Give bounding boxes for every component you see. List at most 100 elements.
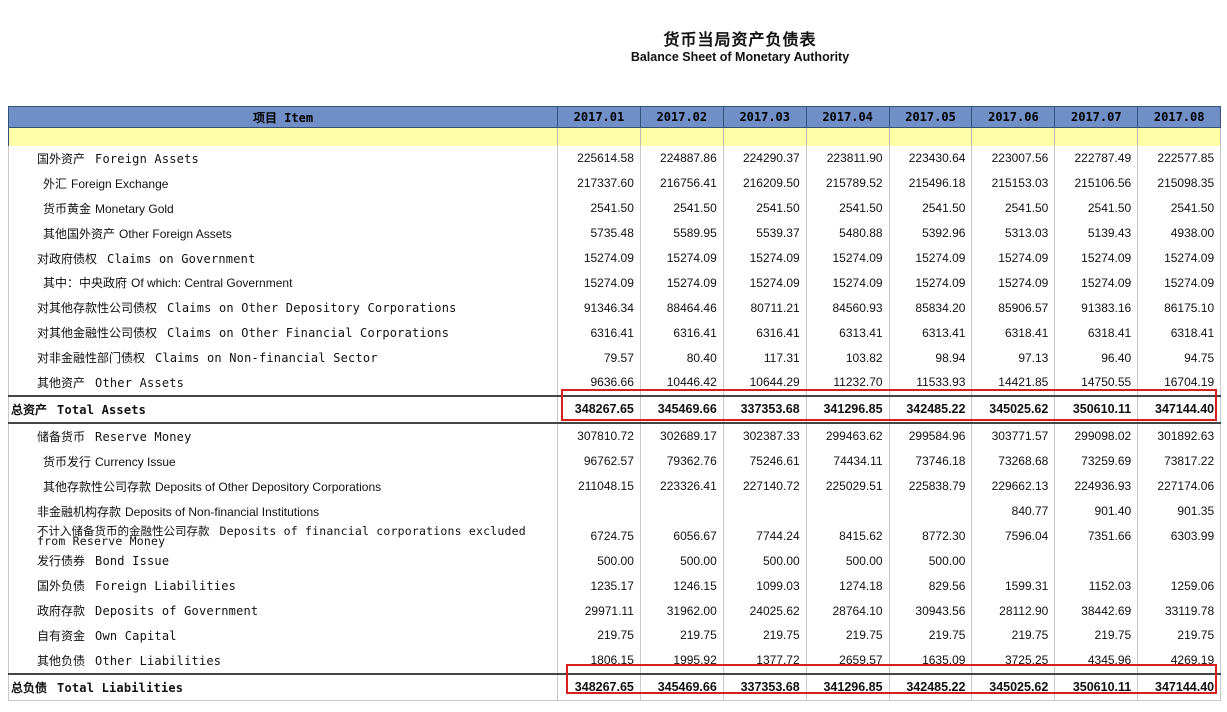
- value-cell: 215153.03: [971, 170, 1056, 196]
- value-cell: 299463.62: [805, 421, 890, 449]
- table-row: 其他资产 Other Assets 9636.66 10446.42 10644.29 1…: [8, 370, 1222, 396]
- value-cell: 6303.99: [1137, 523, 1222, 549]
- row-label-en: Deposits of Government: [95, 604, 259, 619]
- value-cell: 1246.15: [639, 573, 724, 599]
- value-cell: 73268.68: [971, 448, 1056, 474]
- row-label-en: Foreign Exchange: [71, 176, 169, 191]
- row-label: 其他存款性公司存款 Deposits of Other Depository Co…: [8, 473, 558, 499]
- header-period: 2017.02: [639, 106, 724, 128]
- value-cell: 219.75: [557, 623, 641, 648]
- value-cell: 5480.88: [805, 220, 890, 246]
- value-cell: 1274.18: [805, 573, 890, 599]
- row-label-en: Of which: Central Government: [131, 276, 293, 291]
- row-label-zh: 对其他存款性公司债权: [37, 301, 158, 316]
- value-cell: 6313.41: [888, 320, 973, 346]
- value-cell: 224290.37: [722, 146, 807, 171]
- row-label: 外汇 Foreign Exchange: [8, 170, 558, 196]
- row-label: 货币黄金 Monetary Gold: [8, 195, 558, 221]
- value-cell: 4938.00: [1137, 220, 1222, 246]
- value-cell: 215496.18: [888, 170, 973, 196]
- value-cell: 1635.09: [888, 647, 973, 674]
- total-row: 总负债 Total Liabilities 348267.65 345469.66 33…: [8, 672, 1222, 701]
- table-row: 其中：中央政府 Of which: Central Government 15274…: [8, 270, 1222, 296]
- value-cell: 98.94: [888, 345, 973, 371]
- value-cell: 88464.46: [639, 295, 724, 321]
- value-cell: 219.75: [639, 623, 724, 648]
- row-label-en: Deposits of Other Depository Corporation…: [155, 479, 382, 494]
- value-cell: 7596.04: [971, 523, 1056, 549]
- header-row: 项目 Item 2017.01 2017.02 2017.03 2017.04 …: [8, 106, 1222, 128]
- row-label: 对其他金融性公司债权 Claims on Other Financial Corp…: [8, 320, 558, 346]
- value-cell: 337353.68: [722, 672, 807, 701]
- value-cell: 500.00: [557, 548, 641, 574]
- row-label-zh: 发行债券: [37, 554, 86, 569]
- value-cell: 219.75: [888, 623, 973, 648]
- value-cell: 2541.50: [557, 195, 641, 221]
- value-cell: 16704.19: [1137, 370, 1222, 396]
- value-cell: 4345.96: [1054, 647, 1139, 674]
- row-label: 对政府债权 Claims on Government: [8, 245, 558, 271]
- value-cell: 2541.50: [971, 195, 1056, 221]
- value-cell: 348267.65: [557, 672, 641, 701]
- value-cell: 219.75: [805, 623, 890, 648]
- value-cell: 219.75: [971, 623, 1056, 648]
- row-label-zh: 货币黄金: [43, 201, 92, 216]
- value-cell: 301892.63: [1137, 421, 1222, 449]
- row-label-zh: 国外资产: [37, 151, 86, 166]
- row-label-zh: 国外负债: [37, 579, 86, 594]
- row-label-en: Foreign Liabilities: [95, 579, 237, 594]
- value-cell: 24025.62: [722, 598, 807, 624]
- value-cell: 227140.72: [722, 473, 807, 499]
- row-label: 其他负债 Other Liabilities: [8, 647, 558, 674]
- value-cell: 15274.09: [888, 270, 973, 296]
- value-cell: 80.40: [639, 345, 724, 371]
- value-cell: 345025.62: [971, 394, 1056, 423]
- value-cell: 4269.19: [1137, 647, 1222, 674]
- row-label-zh: 不计入储备货币的金融性公司存款: [37, 523, 210, 538]
- row-label-en: Claims on Non-financial Sector: [155, 351, 378, 366]
- value-cell: 6318.41: [1137, 320, 1222, 346]
- value-cell: 8415.62: [805, 523, 890, 549]
- row-label-en: Reserve Money: [95, 429, 192, 444]
- table-row: 不计入储备货币的金融性公司存款 Deposits of financial cor…: [8, 523, 1222, 549]
- value-cell: 1377.72: [722, 647, 807, 674]
- value-cell: 216209.50: [722, 170, 807, 196]
- value-cell: 15274.09: [722, 245, 807, 271]
- balance-sheet-table: 项目 Item 2017.01 2017.02 2017.03 2017.04 …: [8, 106, 1222, 701]
- row-label-en: Other Foreign Assets: [119, 226, 232, 241]
- row-label: 总负债 Total Liabilities: [8, 672, 558, 701]
- value-cell: 75246.61: [722, 448, 807, 474]
- value-cell: 6318.41: [1054, 320, 1139, 346]
- value-cell: 222577.85: [1137, 146, 1222, 171]
- value-cell: 215789.52: [805, 170, 890, 196]
- value-cell: 299098.02: [1054, 421, 1139, 449]
- value-cell: 15274.09: [722, 270, 807, 296]
- row-label: 对非金融性部门债权 Claims on Non-financial Sector: [8, 345, 558, 371]
- value-cell: 30943.56: [888, 598, 973, 624]
- value-cell: 829.56: [888, 573, 973, 599]
- row-label-en: Monetary Gold: [95, 201, 174, 216]
- value-cell: 1152.03: [1054, 573, 1139, 599]
- value-cell: 223007.56: [971, 146, 1056, 171]
- value-cell: 94.75: [1137, 345, 1222, 371]
- value-cell: 2541.50: [722, 195, 807, 221]
- value-cell: 7351.66: [1054, 523, 1139, 549]
- header-period: 2017.08: [1137, 106, 1222, 128]
- value-cell: 6318.41: [971, 320, 1056, 346]
- value-cell: 15274.09: [1054, 245, 1139, 271]
- value-cell: 342485.22: [888, 394, 973, 423]
- row-label-en: Claims on Government: [107, 251, 256, 266]
- row-label: 发行债券 Bond Issue: [8, 548, 558, 574]
- row-label-zh: 货币发行: [43, 454, 92, 469]
- value-cell: 73817.22: [1137, 448, 1222, 474]
- value-cell: 15274.09: [557, 270, 641, 296]
- row-label-zh: 政府存款: [37, 604, 86, 619]
- value-cell: 342485.22: [888, 672, 973, 701]
- row-label-zh: 自有资金: [37, 628, 86, 643]
- row-label-en: Claims on Other Financial Corporations: [167, 326, 450, 341]
- value-cell: 10446.42: [639, 370, 724, 396]
- row-label: 其他国外资产 Other Foreign Assets: [8, 220, 558, 246]
- value-cell: 229662.13: [971, 473, 1056, 499]
- row-label-zh: 其他存款性公司存款: [43, 479, 152, 494]
- value-cell: 15274.09: [971, 245, 1056, 271]
